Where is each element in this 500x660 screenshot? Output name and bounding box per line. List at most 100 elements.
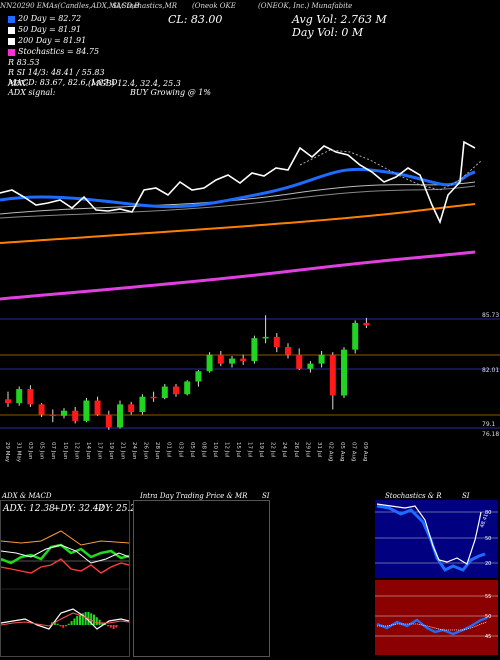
macd-line (1, 608, 129, 630)
macd-hist-bar (65, 625, 67, 627)
macd-hist-bar (90, 613, 93, 625)
ema20-line (0, 167, 476, 209)
date-tick-label: 31 Jul (316, 442, 322, 458)
macd-hist-bar (62, 625, 65, 628)
adx-value: ADX: 12.38 (3, 504, 55, 514)
date-tick-label: 05 Aug (339, 442, 345, 462)
intraday-title: Intra Day Trading Price & MR (140, 492, 248, 500)
candle-body (229, 358, 235, 364)
legend-swatch-ema50 (8, 26, 15, 34)
macd-hist-bar (98, 619, 101, 625)
date-tick-label: 24 Jul (281, 442, 287, 458)
price-label-79: 79.1 (482, 421, 496, 428)
macd-hist-bar (70, 621, 73, 625)
date-tick-label: 09 Aug (362, 442, 368, 462)
close-label: CL: 83.00 (168, 13, 223, 26)
avg-volume: Avg Vol: 2.763 M (292, 13, 387, 26)
date-tick-label: 28 Jun (154, 442, 160, 460)
rsi-tick-50: 50 (485, 614, 491, 620)
candle-body (139, 396, 146, 412)
date-tick-label: 17 Jul (247, 442, 253, 458)
date-tick-label: 26 Jun (143, 442, 149, 460)
adx-macd-title: ADX & MACD (2, 492, 52, 500)
candle-body (195, 371, 202, 382)
stoch-si: SI (462, 492, 470, 500)
candle-body (83, 400, 90, 421)
macd-hist-bar (104, 623, 107, 625)
candle-body (285, 347, 291, 355)
date-tick-label: 08 Jul (200, 442, 206, 458)
stoch-chart: 80 50 20 48.41 (375, 503, 498, 572)
candle-body (16, 389, 23, 404)
macd-hist-bar (84, 612, 87, 625)
adx-aux-line (1, 530, 129, 546)
date-tick-label: 26 Jul (293, 442, 299, 458)
day-volume: Day Vol: 0 M (292, 26, 364, 39)
date-tick-label: 22 Jul (270, 442, 276, 458)
candle-body (318, 354, 325, 364)
candle-body (117, 404, 123, 428)
date-tick-label: 05 Jul (189, 442, 195, 458)
header-symbol: (Oneok OKE (192, 2, 236, 10)
macd-hist-bar (67, 623, 70, 625)
intraday-panel (133, 500, 270, 657)
candle-body (105, 414, 112, 428)
candle-body (273, 336, 280, 348)
candle-body (94, 400, 101, 415)
macd-hist-bar (95, 617, 98, 625)
candle-body (363, 322, 370, 326)
candle-body (217, 354, 224, 364)
candle-body (128, 404, 135, 412)
macd-hist-bar (109, 625, 112, 628)
candle-body (27, 389, 34, 405)
rsi-chart: 55 50 45 (375, 594, 498, 640)
adx-minus-line (1, 558, 129, 574)
candle-body (184, 381, 191, 395)
candle-body (173, 386, 179, 395)
candle-body (262, 336, 269, 339)
macd-hist-bar (76, 615, 79, 625)
macd-hist-bar (81, 613, 84, 625)
ema100-line (0, 185, 476, 219)
rsi-line (376, 616, 488, 636)
band-magenta (0, 250, 476, 301)
date-tick-label: 19 Jul (258, 442, 264, 458)
header-source: NN20290 EMAs(Candles,ADX,MACD,B (0, 2, 140, 10)
rsi-signal-line (377, 621, 488, 631)
header-indicators: SI,Stochastics,MR (112, 2, 178, 10)
macd-hist-bar (101, 622, 104, 625)
adx-plus-line (1, 543, 129, 565)
macd-hist-bar (107, 625, 109, 627)
stoch-tick-20: 20 (485, 561, 491, 567)
candle-body (61, 410, 67, 416)
macd-hist-bar (56, 623, 59, 625)
macd-hist-bar (93, 614, 95, 625)
dotted-line (299, 149, 483, 191)
stoch-title: Stochastics & R (385, 492, 442, 500)
macd-hist-bar (79, 614, 81, 625)
date-tick-label: 12 Jun (73, 442, 79, 460)
dip-value: +DY: 32.42 (53, 504, 105, 514)
date-tick-label: 01 Jul (166, 442, 172, 458)
candle-body (352, 322, 359, 350)
adx-signal-value: BUY Growing @ 1% (130, 88, 211, 97)
date-tick-label: 21 Jun (120, 442, 126, 460)
candle-body (251, 338, 258, 362)
candle-body (49, 414, 56, 417)
candle-body (5, 399, 11, 404)
candle-body (150, 396, 157, 399)
candle-body (341, 349, 347, 396)
date-tick-label: 24 Jun (131, 442, 137, 460)
adx-macd-chart (1, 530, 129, 630)
intraday-si: SI (262, 492, 270, 500)
candle-body (329, 354, 336, 396)
candle-body (296, 354, 303, 369)
macd-hist-bar (59, 625, 62, 627)
candle-body (307, 363, 314, 369)
stoch-tick-80: 80 (485, 510, 491, 516)
rsi-panel: 55 50 45 (375, 580, 498, 655)
rsi-tick-55: 55 (485, 594, 491, 600)
candle-body (240, 358, 247, 362)
price-line (0, 140, 476, 225)
ema200-line (0, 203, 476, 244)
